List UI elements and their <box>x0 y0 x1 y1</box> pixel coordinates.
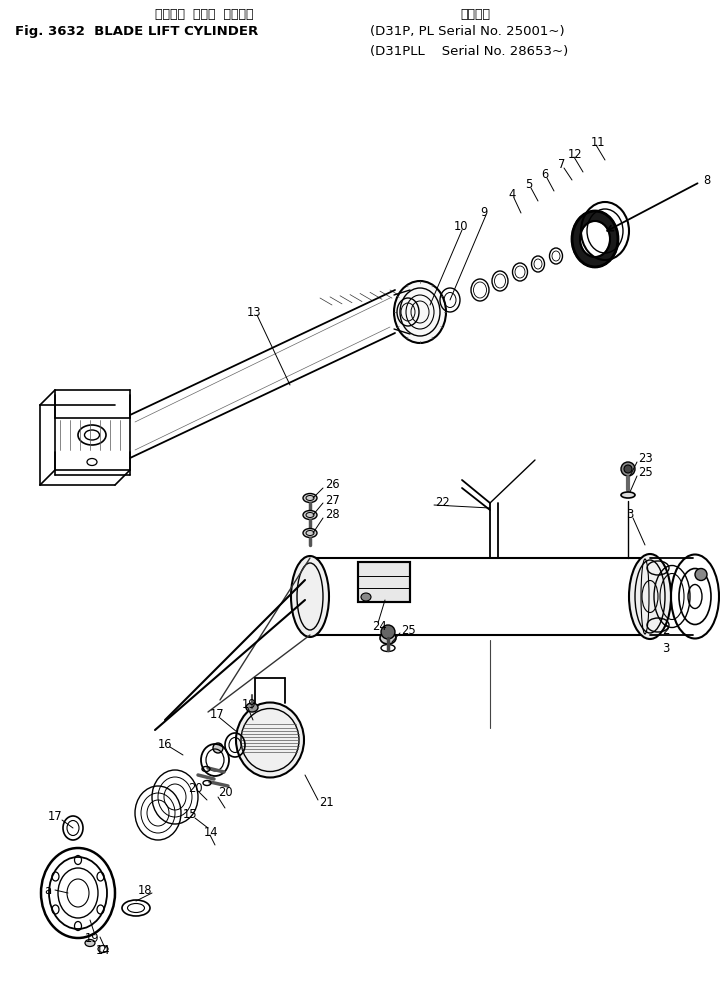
Text: 16: 16 <box>158 738 173 750</box>
Ellipse shape <box>621 462 635 476</box>
Text: 6: 6 <box>541 168 548 182</box>
Text: 15: 15 <box>183 808 197 822</box>
Ellipse shape <box>246 703 258 712</box>
Ellipse shape <box>580 221 610 257</box>
Text: 7: 7 <box>558 158 565 172</box>
Text: 4: 4 <box>508 188 516 202</box>
Text: 22: 22 <box>435 495 450 508</box>
Text: 5: 5 <box>525 178 532 192</box>
Ellipse shape <box>303 510 317 520</box>
Text: 12: 12 <box>568 147 582 160</box>
Ellipse shape <box>303 493 317 502</box>
Ellipse shape <box>572 211 618 267</box>
Text: 2: 2 <box>662 624 670 637</box>
Text: 26: 26 <box>325 479 340 491</box>
Text: ブレード  リフト  シリンダ: ブレード リフト シリンダ <box>155 7 253 20</box>
Text: 20: 20 <box>188 782 202 794</box>
Text: 17: 17 <box>210 708 225 722</box>
Text: 28: 28 <box>325 508 340 522</box>
Text: 3: 3 <box>662 642 670 654</box>
Text: 14: 14 <box>204 826 218 838</box>
Ellipse shape <box>85 940 95 946</box>
Text: 3: 3 <box>626 508 634 522</box>
Text: 20: 20 <box>218 786 233 800</box>
Ellipse shape <box>695 568 707 580</box>
Text: 17: 17 <box>48 810 63 824</box>
Ellipse shape <box>621 492 635 498</box>
Bar <box>358 562 410 602</box>
Text: 25: 25 <box>401 624 415 637</box>
Text: 適用号機: 適用号機 <box>460 7 490 20</box>
Ellipse shape <box>303 528 317 538</box>
Ellipse shape <box>291 556 329 637</box>
Ellipse shape <box>380 632 396 644</box>
Ellipse shape <box>236 702 304 778</box>
Ellipse shape <box>394 281 446 343</box>
Ellipse shape <box>213 743 223 753</box>
Text: 21: 21 <box>319 796 333 808</box>
Ellipse shape <box>624 465 632 473</box>
Text: 27: 27 <box>325 493 340 506</box>
Text: Fig. 3632  BLADE LIFT CYLINDER: Fig. 3632 BLADE LIFT CYLINDER <box>15 25 258 38</box>
Text: 24: 24 <box>372 619 387 633</box>
Ellipse shape <box>361 593 371 601</box>
Text: a: a <box>44 884 51 896</box>
Text: 23: 23 <box>638 452 653 466</box>
Text: 10: 10 <box>454 221 469 233</box>
Ellipse shape <box>629 554 671 639</box>
Text: 9: 9 <box>480 206 487 219</box>
Bar <box>358 562 410 602</box>
Text: 19: 19 <box>85 932 99 944</box>
Text: 8: 8 <box>703 174 710 186</box>
Text: 13: 13 <box>247 306 261 318</box>
Text: (D31PLL    Serial No. 28653~): (D31PLL Serial No. 28653~) <box>370 45 568 58</box>
Ellipse shape <box>381 625 395 639</box>
Text: 11: 11 <box>591 135 606 148</box>
Text: (D31P, PL Serial No. 25001~): (D31P, PL Serial No. 25001~) <box>370 25 564 38</box>
Text: 14: 14 <box>96 944 110 958</box>
Text: 18: 18 <box>138 884 153 896</box>
Text: 19: 19 <box>242 698 256 712</box>
Text: 25: 25 <box>638 466 653 480</box>
